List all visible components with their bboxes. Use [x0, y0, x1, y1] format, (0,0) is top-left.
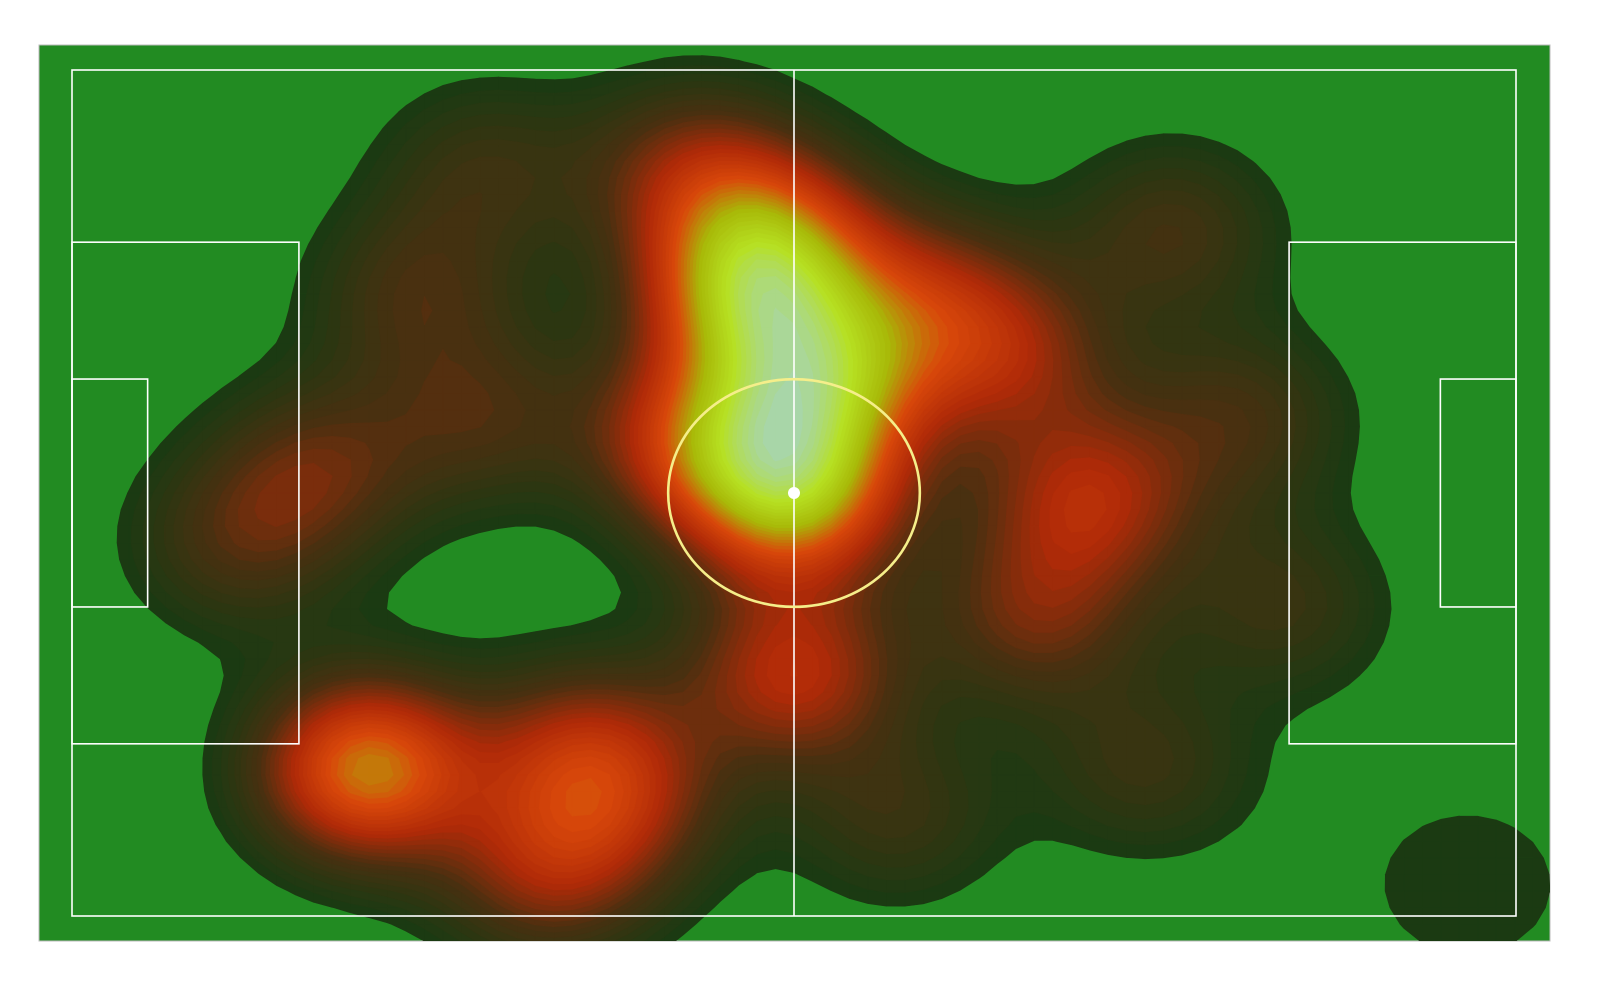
- six-yard-box-right: [1439, 378, 1517, 608]
- pitch-markings: [71, 69, 1517, 917]
- centre-circle: [666, 377, 922, 609]
- centre-spot: [788, 487, 800, 499]
- six-yard-box-left: [71, 378, 149, 608]
